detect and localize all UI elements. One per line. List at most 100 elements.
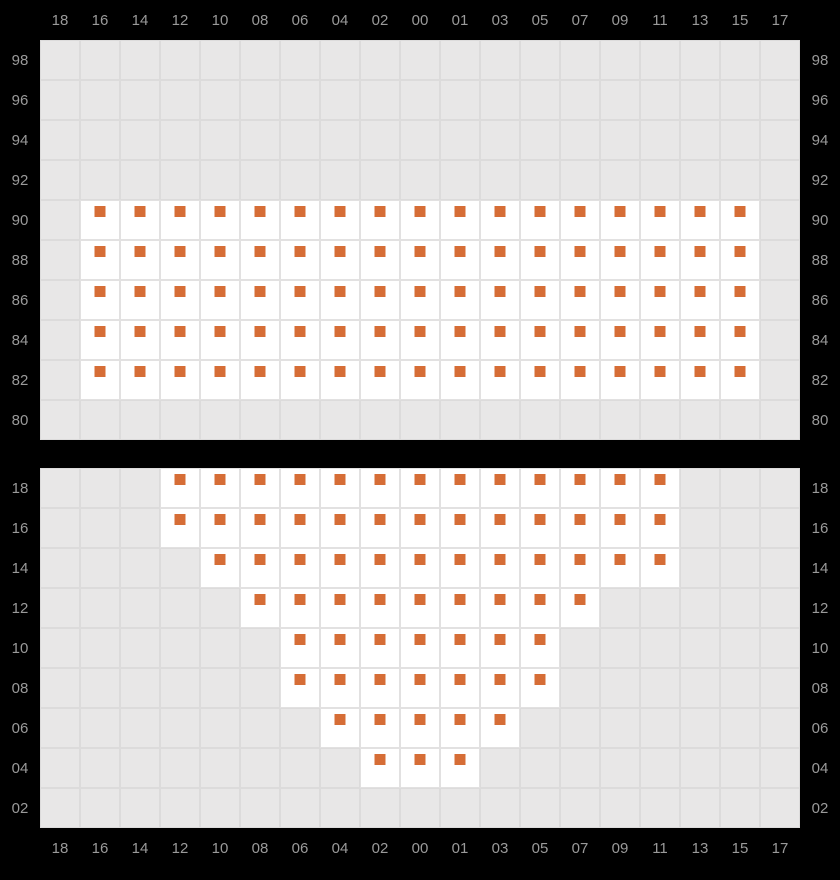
seat-cell[interactable] [320, 200, 360, 240]
seat-cell[interactable] [320, 360, 360, 400]
seat-cell[interactable] [320, 320, 360, 360]
seat-cell[interactable] [440, 748, 480, 788]
seat-cell[interactable] [440, 708, 480, 748]
seat-cell[interactable] [360, 748, 400, 788]
seat-cell[interactable] [280, 320, 320, 360]
seat-cell[interactable] [200, 508, 240, 548]
seat-cell[interactable] [360, 240, 400, 280]
seat-cell[interactable] [80, 360, 120, 400]
seat-cell[interactable] [480, 588, 520, 628]
seat-cell[interactable] [280, 508, 320, 548]
seat-cell[interactable] [600, 320, 640, 360]
seat-cell[interactable] [520, 360, 560, 400]
seat-cell[interactable] [520, 240, 560, 280]
seat-cell[interactable] [480, 628, 520, 668]
seat-cell[interactable] [560, 468, 600, 508]
seat-cell[interactable] [680, 320, 720, 360]
seat-cell[interactable] [200, 240, 240, 280]
seat-cell[interactable] [520, 320, 560, 360]
seat-cell[interactable] [480, 548, 520, 588]
seat-cell[interactable] [600, 468, 640, 508]
seat-cell[interactable] [280, 360, 320, 400]
seat-cell[interactable] [120, 280, 160, 320]
seat-cell[interactable] [560, 280, 600, 320]
seat-cell[interactable] [360, 200, 400, 240]
seat-cell[interactable] [400, 708, 440, 748]
seat-cell[interactable] [200, 320, 240, 360]
seat-cell[interactable] [280, 628, 320, 668]
seat-cell[interactable] [600, 548, 640, 588]
seat-cell[interactable] [160, 468, 200, 508]
seat-cell[interactable] [400, 200, 440, 240]
seat-cell[interactable] [480, 280, 520, 320]
seat-cell[interactable] [80, 240, 120, 280]
seat-cell[interactable] [400, 468, 440, 508]
seat-cell[interactable] [360, 360, 400, 400]
seat-cell[interactable] [680, 360, 720, 400]
seat-cell[interactable] [640, 320, 680, 360]
seat-cell[interactable] [400, 280, 440, 320]
seat-cell[interactable] [520, 588, 560, 628]
seat-cell[interactable] [440, 240, 480, 280]
seat-cell[interactable] [240, 588, 280, 628]
seat-cell[interactable] [400, 240, 440, 280]
seat-cell[interactable] [320, 668, 360, 708]
seat-cell[interactable] [320, 508, 360, 548]
seat-cell[interactable] [520, 548, 560, 588]
seat-cell[interactable] [600, 508, 640, 548]
seat-cell[interactable] [440, 320, 480, 360]
seat-cell[interactable] [680, 200, 720, 240]
seat-cell[interactable] [280, 588, 320, 628]
seat-cell[interactable] [440, 280, 480, 320]
seat-cell[interactable] [280, 200, 320, 240]
seat-cell[interactable] [160, 200, 200, 240]
seat-cell[interactable] [640, 360, 680, 400]
seat-cell[interactable] [240, 320, 280, 360]
seat-cell[interactable] [560, 320, 600, 360]
seat-cell[interactable] [600, 240, 640, 280]
seat-cell[interactable] [440, 468, 480, 508]
seat-cell[interactable] [280, 468, 320, 508]
seat-cell[interactable] [480, 668, 520, 708]
seat-cell[interactable] [400, 628, 440, 668]
seat-cell[interactable] [320, 708, 360, 748]
seat-cell[interactable] [720, 200, 760, 240]
seat-cell[interactable] [680, 240, 720, 280]
seat-cell[interactable] [520, 280, 560, 320]
seat-cell[interactable] [200, 468, 240, 508]
seat-cell[interactable] [440, 668, 480, 708]
seat-cell[interactable] [280, 280, 320, 320]
seat-cell[interactable] [480, 508, 520, 548]
seat-cell[interactable] [280, 548, 320, 588]
seat-cell[interactable] [200, 200, 240, 240]
seat-cell[interactable] [240, 240, 280, 280]
seat-cell[interactable] [240, 280, 280, 320]
seat-cell[interactable] [280, 668, 320, 708]
seat-cell[interactable] [120, 200, 160, 240]
seat-cell[interactable] [160, 280, 200, 320]
seat-cell[interactable] [160, 240, 200, 280]
seat-cell[interactable] [440, 588, 480, 628]
seat-cell[interactable] [520, 200, 560, 240]
seat-cell[interactable] [560, 200, 600, 240]
seat-cell[interactable] [240, 360, 280, 400]
seat-cell[interactable] [640, 548, 680, 588]
seat-cell[interactable] [440, 508, 480, 548]
seat-cell[interactable] [80, 200, 120, 240]
seat-cell[interactable] [720, 280, 760, 320]
seat-cell[interactable] [720, 240, 760, 280]
seat-cell[interactable] [360, 548, 400, 588]
seat-cell[interactable] [600, 280, 640, 320]
seat-cell[interactable] [560, 360, 600, 400]
seat-cell[interactable] [320, 588, 360, 628]
seat-cell[interactable] [640, 468, 680, 508]
seat-cell[interactable] [320, 468, 360, 508]
seat-cell[interactable] [520, 508, 560, 548]
seat-cell[interactable] [120, 240, 160, 280]
seat-cell[interactable] [360, 588, 400, 628]
seat-cell[interactable] [480, 360, 520, 400]
seat-cell[interactable] [640, 240, 680, 280]
seat-cell[interactable] [160, 360, 200, 400]
seat-cell[interactable] [240, 548, 280, 588]
seat-cell[interactable] [600, 360, 640, 400]
